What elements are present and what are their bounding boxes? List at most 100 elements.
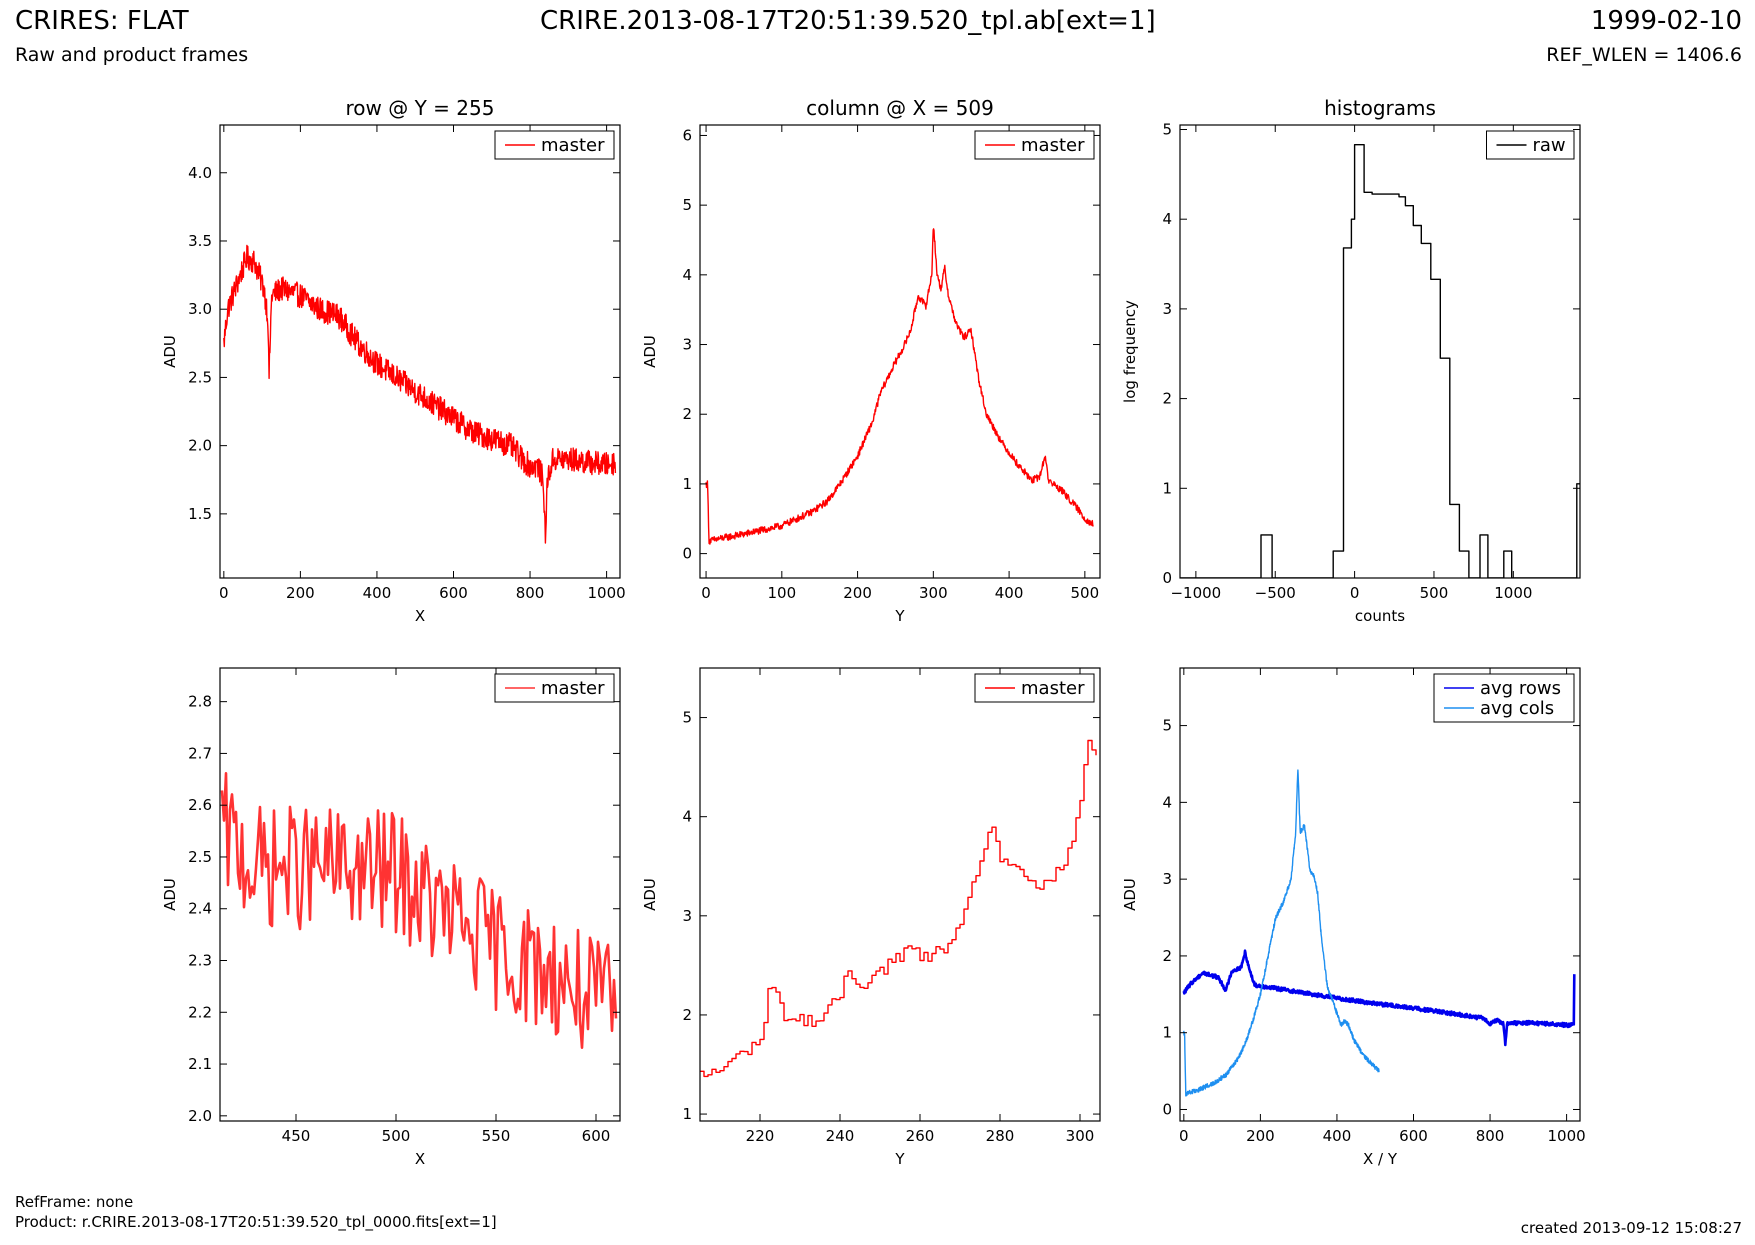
y-tick-label: 2.0: [188, 437, 212, 455]
x-tick-label: 260: [906, 1127, 935, 1145]
plot-frame: [219, 124, 621, 579]
legend: master: [494, 130, 615, 160]
plot-area: [223, 244, 617, 544]
x-axis-label: X / Y: [1363, 1150, 1398, 1168]
x-tick-label: 500: [1071, 584, 1100, 602]
series-line-master: [705, 228, 1094, 545]
y-tick-label: 5: [682, 709, 692, 727]
series-line-master: [220, 772, 618, 1049]
x-tick-label: 800: [1476, 1127, 1505, 1145]
y-tick-label: 1: [682, 1105, 692, 1123]
legend-label: raw: [1533, 135, 1566, 156]
chart-histograms: histograms −1000 −500 0 500 1000 0 1 2 3 4 5 counts l…: [1121, 96, 1581, 625]
y-tick-label: 3: [682, 907, 692, 925]
x-tick-label: 200: [286, 584, 315, 602]
y-tick-label: 0: [1162, 1100, 1172, 1118]
series-line-avg-cols: [1183, 769, 1380, 1097]
series-line-avg-rows: [1182, 949, 1576, 1047]
y-tick-label: 2: [1162, 390, 1172, 408]
x-tick-label: 280: [986, 1127, 1015, 1145]
plot-area: [1180, 144, 1580, 578]
y-tick-label: 2.5: [188, 368, 212, 386]
plot-frame: [699, 667, 1101, 1122]
legend-box: [1433, 673, 1575, 723]
y-tick-label: 3.5: [188, 232, 212, 250]
y-axis-label: ADU: [161, 878, 179, 911]
x-tick-label: 600: [1399, 1127, 1428, 1145]
x-tick-label: 1000: [1494, 584, 1532, 602]
y-tick-label: 2.5: [188, 848, 212, 866]
y-tick-label: 5: [1162, 120, 1172, 138]
x-tick-label: 0: [701, 584, 711, 602]
header-center-title: CRIRE.2013-08-17T20:51:39.520_tpl.ab[ext…: [540, 6, 1156, 36]
y-tick-label: 1: [1162, 1024, 1172, 1042]
x-tick-label: 400: [995, 584, 1024, 602]
y-tick-label: 2: [682, 1006, 692, 1024]
y-tick-label: 4: [1162, 210, 1172, 228]
footer-refframe: RefFrame: none: [15, 1193, 134, 1211]
y-tick-label: 2.6: [188, 796, 212, 814]
plot-frame: [1179, 124, 1581, 579]
plot-frame: [699, 124, 1101, 579]
y-tick-label: 2.3: [188, 952, 212, 970]
chart-column: column @ X = 509 0 100 200 300 400 500 0 1 2 3 4 5 6 Y…: [641, 96, 1101, 625]
plot-frame: [1179, 667, 1581, 1122]
y-axis-label: log frequency: [1121, 300, 1139, 403]
y-tick-label: 2: [682, 405, 692, 423]
legend-label: master: [1021, 678, 1085, 699]
legend-label: master: [541, 135, 605, 156]
x-tick-label: −500: [1255, 584, 1296, 602]
header-right-subtitle: REF_WLEN = 1406.6: [1546, 44, 1742, 66]
x-tick-label: 200: [843, 584, 872, 602]
plot-area: [700, 739, 1097, 1078]
legend-label: avg rows: [1480, 678, 1561, 699]
y-axis-label: ADU: [641, 335, 659, 368]
chart-column-zoom: 220 240 260 280 300 1 2 3 4 5 Y ADU master: [641, 667, 1101, 1168]
y-axis-label: ADU: [161, 335, 179, 368]
y-tick-label: 1: [1162, 479, 1172, 497]
plot-title: histograms: [1324, 96, 1436, 120]
chart-row: row @ Y = 255 0 200 400 600 800 1000 1.5 2.0 2.5 3…: [161, 96, 626, 625]
x-tick-label: 800: [516, 584, 545, 602]
x-tick-label: 400: [1323, 1127, 1352, 1145]
y-tick-label: 2.1: [188, 1055, 212, 1073]
x-axis-label: X: [415, 607, 425, 625]
legend: raw: [1486, 130, 1575, 160]
y-tick-label: 6: [682, 126, 692, 144]
legend-label: master: [1021, 135, 1085, 156]
x-axis-label: Y: [894, 1150, 905, 1168]
y-axis-label: ADU: [641, 878, 659, 911]
x-tick-label: 450: [282, 1127, 311, 1145]
x-tick-label: 220: [746, 1127, 775, 1145]
footer-product: Product: r.CRIRE.2013-08-17T20:51:39.520…: [15, 1213, 497, 1231]
x-axis-label: X: [415, 1150, 425, 1168]
x-tick-label: 1000: [588, 584, 626, 602]
legend: master: [494, 673, 615, 703]
y-tick-label: 2.2: [188, 1003, 212, 1021]
x-tick-label: 300: [1066, 1127, 1095, 1145]
plot-title: row @ Y = 255: [346, 96, 495, 120]
y-tick-label: 3.0: [188, 300, 212, 318]
x-tick-label: 200: [1246, 1127, 1275, 1145]
y-tick-label: 2.0: [188, 1107, 212, 1125]
x-tick-label: 550: [482, 1127, 511, 1145]
series-line-master: [223, 244, 617, 544]
y-tick-label: 2: [1162, 947, 1172, 965]
plot-area: [220, 772, 618, 1049]
x-tick-label: 1000: [1548, 1127, 1586, 1145]
y-tick-label: 4: [682, 266, 692, 284]
series-line-master: [700, 739, 1097, 1078]
y-tick-label: 2.4: [188, 900, 212, 918]
x-tick-label: 0: [1350, 584, 1360, 602]
x-tick-label: 400: [363, 584, 392, 602]
legend-label: avg cols: [1480, 698, 1554, 719]
x-tick-label: 500: [382, 1127, 411, 1145]
header-left-subtitle: Raw and product frames: [15, 44, 249, 66]
series-line-raw: [1180, 144, 1580, 578]
x-tick-label: 500: [1420, 584, 1449, 602]
y-tick-label: 0: [1162, 569, 1172, 587]
plot-area: [705, 228, 1094, 545]
y-tick-label: 5: [682, 196, 692, 214]
